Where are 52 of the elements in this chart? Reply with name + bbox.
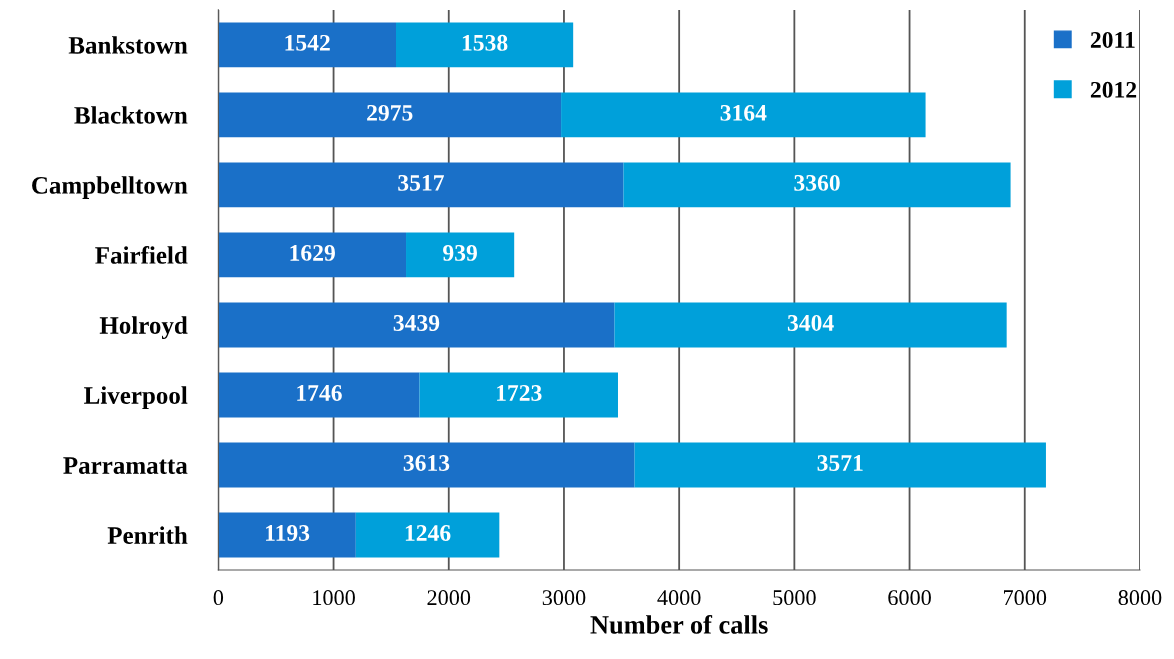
x-tick-label: 6000 bbox=[888, 590, 931, 606]
data-label: 3439 bbox=[393, 315, 440, 331]
x-tick-label: 4000 bbox=[657, 590, 701, 606]
bar bbox=[218, 372, 420, 418]
y-tick-label: Penrith bbox=[107, 526, 188, 544]
bar bbox=[614, 302, 1007, 348]
y-tick-label: Holroyd bbox=[99, 316, 188, 340]
bar bbox=[218, 22, 396, 68]
x-tick-label: 3000 bbox=[542, 590, 586, 606]
y-tick-label: Blacktown bbox=[74, 106, 188, 124]
data-label: 1723 bbox=[497, 385, 542, 401]
data-label: 3164 bbox=[720, 104, 767, 121]
legend-label: 2011 bbox=[1090, 31, 1135, 48]
bar bbox=[355, 512, 500, 558]
bar bbox=[561, 92, 926, 138]
x-axis-title: Number of calls bbox=[590, 614, 768, 634]
x-tick-label: 1000 bbox=[313, 590, 355, 606]
bar bbox=[218, 512, 356, 558]
x-tick-label: 5000 bbox=[773, 590, 816, 606]
data-label: 3571 bbox=[817, 455, 863, 471]
data-label: 1542 bbox=[285, 34, 330, 51]
data-label: 2975 bbox=[367, 104, 413, 121]
y-tick-label: Campbelltown bbox=[32, 176, 188, 199]
data-label: 3613 bbox=[403, 455, 450, 471]
data-label: 3517 bbox=[398, 174, 444, 191]
y-tick-label: Bankstown bbox=[68, 36, 188, 54]
x-tick-label: 8000 bbox=[1118, 590, 1162, 606]
x-tick-label: 0 bbox=[213, 590, 224, 606]
bar bbox=[634, 442, 1046, 488]
bar bbox=[218, 92, 562, 138]
bar bbox=[406, 232, 515, 278]
data-label: 1193 bbox=[266, 525, 310, 541]
data-label: 1246 bbox=[405, 525, 451, 541]
data-label: 1629 bbox=[290, 244, 335, 261]
y-tick-label: Parramatta bbox=[63, 457, 188, 474]
data-label: 939 bbox=[443, 244, 477, 261]
bar bbox=[623, 162, 1011, 208]
y-tick-label: Fairfield bbox=[95, 246, 188, 264]
bar bbox=[218, 232, 407, 278]
data-label: 1538 bbox=[462, 34, 508, 51]
x-tick-label: 2000 bbox=[427, 590, 471, 606]
bar bbox=[419, 372, 618, 418]
data-label: 3360 bbox=[794, 174, 840, 191]
bar bbox=[218, 442, 635, 488]
y-tick-label: Liverpool bbox=[84, 386, 188, 409]
bar bbox=[218, 162, 624, 208]
legend-label: 2012 bbox=[1090, 81, 1137, 98]
bar bbox=[396, 22, 574, 68]
x-tick-label: 7000 bbox=[1004, 590, 1047, 606]
data-label: 3404 bbox=[787, 314, 834, 331]
data-label: 1746 bbox=[297, 385, 342, 401]
bar bbox=[218, 302, 615, 348]
